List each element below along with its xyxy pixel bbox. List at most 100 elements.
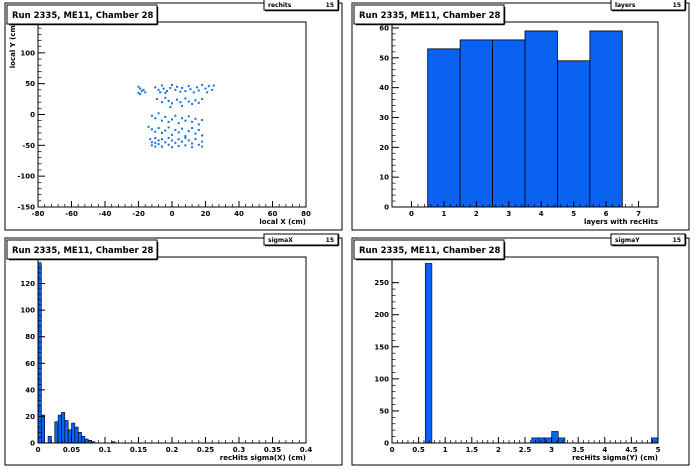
y-tick-label: 100 — [20, 307, 35, 315]
data-point — [167, 126, 170, 129]
x-tick-label: 0.05 — [63, 446, 80, 454]
data-point — [139, 93, 142, 96]
data-point — [169, 106, 172, 109]
data-point — [177, 138, 180, 141]
data-point — [147, 125, 150, 128]
bar — [57, 414, 62, 444]
stats-box-label: sigmaX — [268, 237, 293, 244]
y-tick-label: 120 — [20, 280, 35, 288]
x-tick-label: 0 — [170, 210, 175, 218]
y-tick-label: -50 — [22, 142, 35, 150]
x-tick-label: 80 — [301, 210, 311, 218]
data-point — [207, 85, 210, 88]
bar — [67, 429, 72, 444]
data-point — [164, 115, 167, 118]
pad-frame — [351, 237, 690, 466]
stats-box-value: 15 — [673, 237, 681, 244]
bar — [81, 436, 86, 444]
chart-panel-1: -80 -60 -40 -20 0 20 40 60 80 -150 -100 -50 0 50 100 15… — [4, 0, 343, 231]
data-point — [169, 86, 172, 89]
stats-box-value: 15 — [673, 2, 681, 9]
data-point — [154, 141, 157, 144]
data-point — [164, 141, 167, 144]
bar — [74, 426, 79, 444]
x-tick-label: 3.5 — [572, 446, 585, 454]
data-point — [160, 145, 163, 148]
bar — [41, 414, 45, 444]
chart-title: Run 2335, ME11, Chamber 28 — [359, 11, 501, 21]
bar — [531, 437, 539, 444]
bar — [492, 39, 526, 208]
data-point — [179, 90, 182, 93]
data-point — [171, 102, 173, 105]
data-point — [150, 144, 153, 147]
data-point — [171, 133, 173, 136]
data-point — [171, 83, 173, 86]
x-tick-label: 3 — [506, 210, 511, 218]
x-tick-label: 0.25 — [197, 446, 214, 454]
data-point — [197, 101, 200, 104]
data-point — [181, 117, 184, 120]
y-tick-label: 0 — [384, 204, 389, 212]
data-point — [184, 136, 187, 139]
data-point — [142, 88, 145, 91]
x-tick-label: -60 — [65, 210, 78, 218]
y-tick-label: -150 — [17, 204, 35, 212]
bar — [54, 421, 59, 444]
y-tick-label: 200 — [374, 311, 389, 319]
data-point — [171, 118, 173, 121]
data-point — [201, 140, 204, 143]
x-tick-label: 4 — [602, 446, 607, 454]
plot-frame — [391, 21, 659, 208]
x-tick-label: 0.1 — [99, 446, 112, 454]
data-point — [184, 90, 187, 93]
data-point — [177, 144, 180, 147]
chart-panel-3: 0 0.05 0.1 0.15 0.2 0.25 0.3 0.35 0.4 0 20 40 60 80 10… — [4, 233, 343, 466]
bar — [537, 437, 546, 444]
data-point — [167, 136, 170, 139]
x-tick-label: 0 — [409, 210, 414, 218]
y-tick-label: 100 — [374, 375, 389, 383]
data-point — [171, 146, 173, 149]
data-point — [157, 143, 160, 146]
data-point — [184, 119, 187, 122]
data-point — [181, 140, 184, 143]
y-tick-label: -100 — [17, 173, 35, 181]
data-point — [187, 115, 190, 118]
data-point — [176, 85, 179, 88]
chart-panel-4: 0 0.5 1 1.5 2 2.5 3 3.5 4 4.5 5050100150200250recH… — [351, 233, 690, 466]
chart-title: Run 2335, ME11, Chamber 28 — [359, 246, 501, 256]
data-point — [155, 98, 158, 101]
pad-frame — [4, 2, 343, 231]
data-point — [204, 87, 207, 90]
x-tick-label: 4.5 — [625, 446, 638, 454]
x-tick-label: 0 — [36, 446, 41, 454]
data-point — [191, 127, 194, 130]
data-point — [150, 128, 153, 131]
data-point — [201, 145, 204, 148]
x-tick-label: -80 — [32, 210, 45, 218]
data-point — [197, 143, 200, 146]
bar — [459, 39, 493, 208]
x-tick-label: -20 — [132, 210, 145, 218]
stats-box-label: layers — [615, 2, 636, 9]
data-point — [192, 91, 195, 94]
stats-box-label: sigmaY — [615, 237, 640, 244]
bar — [524, 30, 558, 208]
x-tick-label: 0.3 — [233, 446, 246, 454]
data-point — [144, 91, 147, 94]
x-axis-label: local X (cm) — [259, 218, 306, 226]
y-tick-label: 40 — [25, 386, 35, 394]
x-tick-label: 0.5 — [412, 446, 425, 454]
y-tick-label: 250 — [374, 279, 389, 287]
bar — [557, 437, 566, 444]
x-tick-label: 7 — [636, 210, 641, 218]
x-tick-label: 6 — [604, 210, 609, 218]
data-point — [164, 129, 167, 132]
x-tick-label: 2.5 — [519, 446, 532, 454]
bar — [84, 438, 89, 444]
x-tick-label: 4 — [539, 210, 544, 218]
y-tick-label: 40 — [379, 84, 389, 92]
data-point — [194, 99, 197, 102]
